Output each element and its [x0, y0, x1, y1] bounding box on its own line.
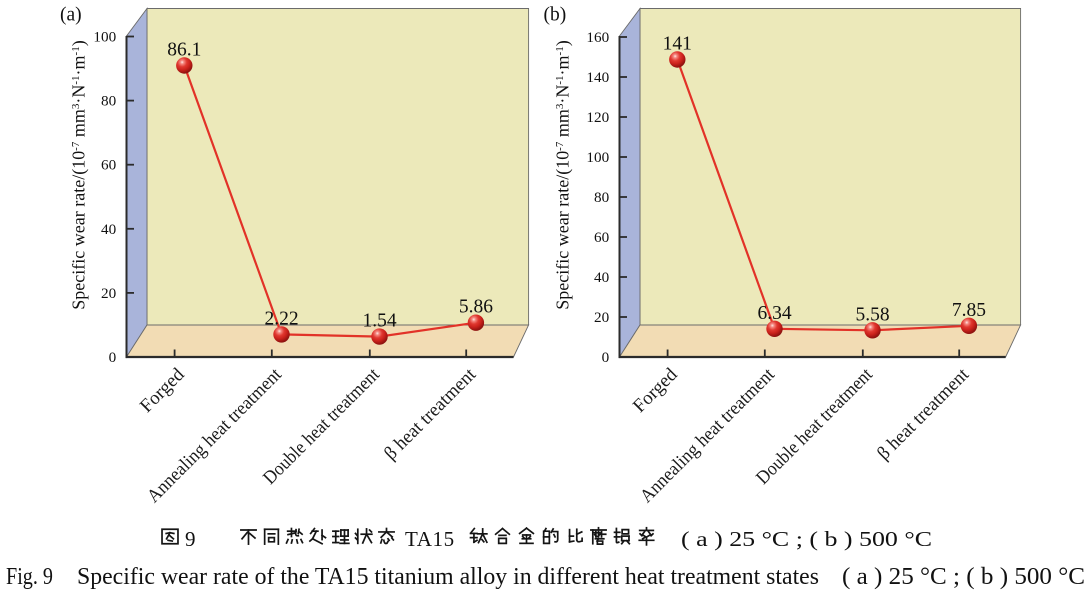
svg-text:5.86: 5.86: [459, 297, 493, 318]
svg-text:(b): (b): [544, 5, 567, 26]
svg-text:120: 120: [586, 109, 609, 126]
svg-text:0: 0: [602, 349, 610, 366]
svg-text:60: 60: [101, 157, 117, 174]
svg-text:100: 100: [93, 29, 116, 46]
svg-text:160: 160: [586, 29, 609, 46]
svg-text:80: 80: [594, 189, 610, 206]
svg-text:Specific wear rate of the TA15: Specific wear rate of the TA15 titanium …: [77, 563, 819, 590]
svg-text:7.85: 7.85: [952, 300, 986, 321]
svg-text:20: 20: [594, 309, 610, 326]
svg-text:2.22: 2.22: [264, 308, 298, 329]
svg-text:TA15: TA15: [405, 527, 455, 551]
svg-text:86.1: 86.1: [167, 40, 201, 61]
svg-text:1.54: 1.54: [362, 311, 396, 332]
svg-text:(a): (a): [60, 5, 82, 26]
svg-text:60: 60: [594, 229, 610, 246]
svg-text:20: 20: [101, 285, 117, 302]
svg-text:( a ) 25 °C ; ( b ) 500 °C: ( a ) 25 °C ; ( b ) 500 °C: [681, 527, 932, 551]
svg-text:6.34: 6.34: [757, 303, 791, 324]
svg-text:100: 100: [586, 149, 609, 166]
svg-text:80: 80: [101, 93, 117, 110]
svg-text:40: 40: [594, 269, 610, 286]
svg-text:0: 0: [109, 349, 117, 366]
svg-text:5.58: 5.58: [855, 304, 889, 325]
svg-text:9: 9: [185, 527, 196, 551]
svg-text:Fig. 9: Fig. 9: [6, 563, 53, 590]
svg-text:140: 140: [586, 69, 609, 86]
svg-text:141: 141: [663, 34, 692, 55]
svg-text:40: 40: [101, 221, 117, 238]
svg-text:( a ) 25 °C ; ( b ) 500 °C: ( a ) 25 °C ; ( b ) 500 °C: [842, 563, 1085, 590]
